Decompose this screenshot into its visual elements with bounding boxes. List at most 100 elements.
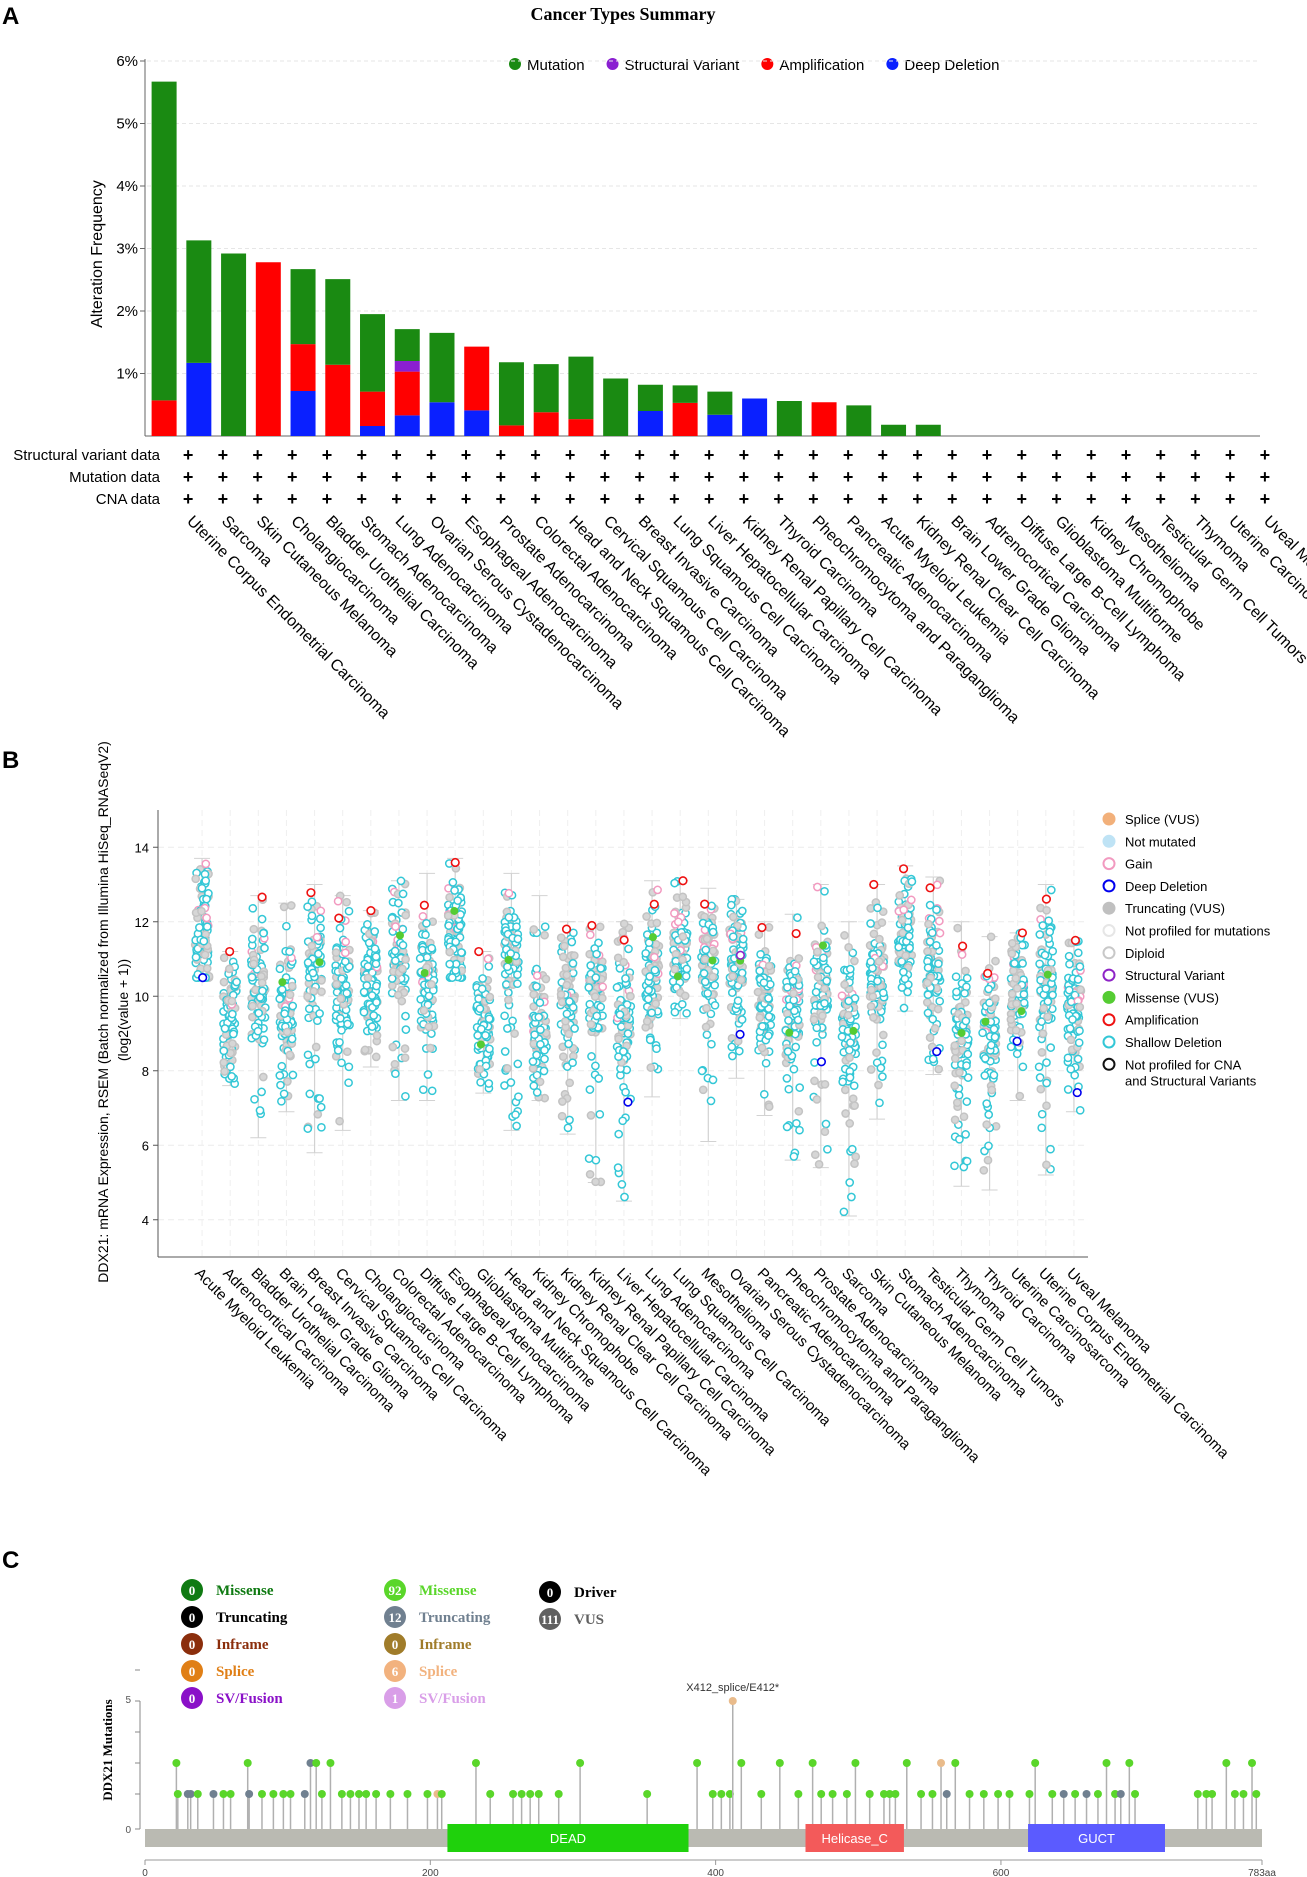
expression-point (447, 973, 457, 982)
expression-point (445, 892, 454, 902)
expression-point (820, 1127, 830, 1137)
expression-point (728, 1051, 737, 1061)
lollipop-head (1248, 1759, 1257, 1767)
data-row-marker: + (530, 445, 541, 465)
expression-point (316, 906, 326, 916)
mutation-legend-count: 0 (547, 1585, 554, 1600)
summary-bar-segment (394, 361, 420, 372)
expression-point (1064, 951, 1074, 961)
data-row-marker: + (1051, 445, 1062, 465)
expression-point (613, 953, 623, 963)
expression-point (504, 888, 514, 898)
expression-point (901, 951, 911, 960)
mutation-legend-count: 6 (392, 1664, 399, 1679)
summary-bar-segment (533, 364, 559, 413)
summary-legend-swatch (509, 58, 521, 70)
expression-point (897, 915, 907, 925)
data-row-marker: + (669, 489, 680, 509)
expression-point (536, 1025, 545, 1035)
expression-point (646, 1063, 656, 1072)
lollipop-head (173, 1790, 182, 1798)
expression-point (512, 1121, 521, 1131)
lollipop-head (517, 1790, 526, 1798)
expression-point-amplification (587, 920, 597, 931)
expression-point (586, 1019, 596, 1029)
data-row-label: CNA data (96, 491, 161, 508)
mutation-y-label: DDX21 Mutations (100, 1699, 115, 1800)
expression-point (644, 985, 653, 995)
expression-point (764, 1102, 774, 1112)
expression-point (370, 944, 380, 954)
expression-point (534, 1012, 544, 1022)
summary-bar-segment (221, 253, 247, 436)
summary-bar-segment (672, 402, 698, 436)
expression-point (401, 955, 410, 964)
summary-bar-segment (811, 402, 837, 436)
expression-point (250, 1094, 259, 1104)
expression-point (448, 878, 458, 887)
expression-point (756, 949, 765, 959)
expression-point (795, 1125, 804, 1135)
data-row-marker: + (218, 489, 229, 509)
expression-point (285, 1050, 295, 1060)
summary-bar-segment (568, 356, 594, 420)
expression-point (394, 898, 403, 908)
summary-bar-segment (464, 346, 490, 411)
expression-point (227, 996, 237, 1006)
expression-point (811, 987, 821, 997)
data-row-marker: + (634, 489, 645, 509)
data-row-marker: + (183, 467, 194, 487)
expression-point-amplification (225, 946, 235, 957)
expression-point (305, 1089, 315, 1099)
expression-point (924, 919, 933, 929)
expression-point (255, 1106, 265, 1115)
expression-point (847, 1144, 857, 1154)
expression-point (1048, 990, 1057, 1000)
expression-point (512, 922, 521, 932)
expression-point (331, 948, 341, 957)
expression-point (708, 972, 718, 982)
expression-axes: 4 6 8 10 12 14 (135, 810, 1088, 1258)
expression-point (951, 972, 961, 982)
expression-point (191, 874, 201, 884)
expression-point (444, 921, 454, 930)
lollipop-head (817, 1790, 826, 1798)
expression-point (697, 1066, 707, 1076)
lollipop-head (794, 1790, 803, 1798)
expression-point (670, 908, 679, 918)
lollipop-head (172, 1759, 181, 1767)
summary-bar-segment (603, 378, 629, 436)
expression-point (673, 917, 683, 927)
expression-point (867, 985, 876, 995)
expression-point (737, 1015, 747, 1024)
expression-point (503, 1064, 512, 1073)
expression-point (363, 961, 373, 971)
expression-point (359, 1007, 369, 1017)
data-row-marker: + (947, 467, 958, 487)
mutation-legend-label: SV/Fusion (419, 1691, 486, 1707)
expression-point (282, 921, 291, 931)
expression-point (1007, 938, 1017, 948)
expression-point (541, 974, 551, 984)
expression-point (513, 1059, 523, 1069)
expression-point (503, 1024, 512, 1033)
expression-point (682, 1008, 691, 1018)
summary-bar-segment (394, 329, 420, 361)
expression-point (594, 1074, 604, 1083)
expression-point (257, 1087, 266, 1097)
expression-point-amplification (1070, 935, 1081, 945)
expression-point-amplification (700, 899, 710, 909)
expression-point (866, 1065, 876, 1074)
expression-y-tick-label: 14 (135, 840, 149, 855)
expression-point (426, 1043, 435, 1053)
expression-point-amplification (983, 968, 993, 978)
expression-point (286, 901, 296, 910)
expression-point (529, 989, 539, 999)
expression-point (813, 882, 822, 892)
expression-point (511, 1110, 520, 1120)
expression-point-deep-deletion (735, 1029, 745, 1039)
expression-legend-swatch (1102, 1035, 1116, 1049)
expression-point (727, 988, 737, 997)
expression-point (933, 1004, 943, 1014)
expression-point (1068, 1015, 1077, 1024)
